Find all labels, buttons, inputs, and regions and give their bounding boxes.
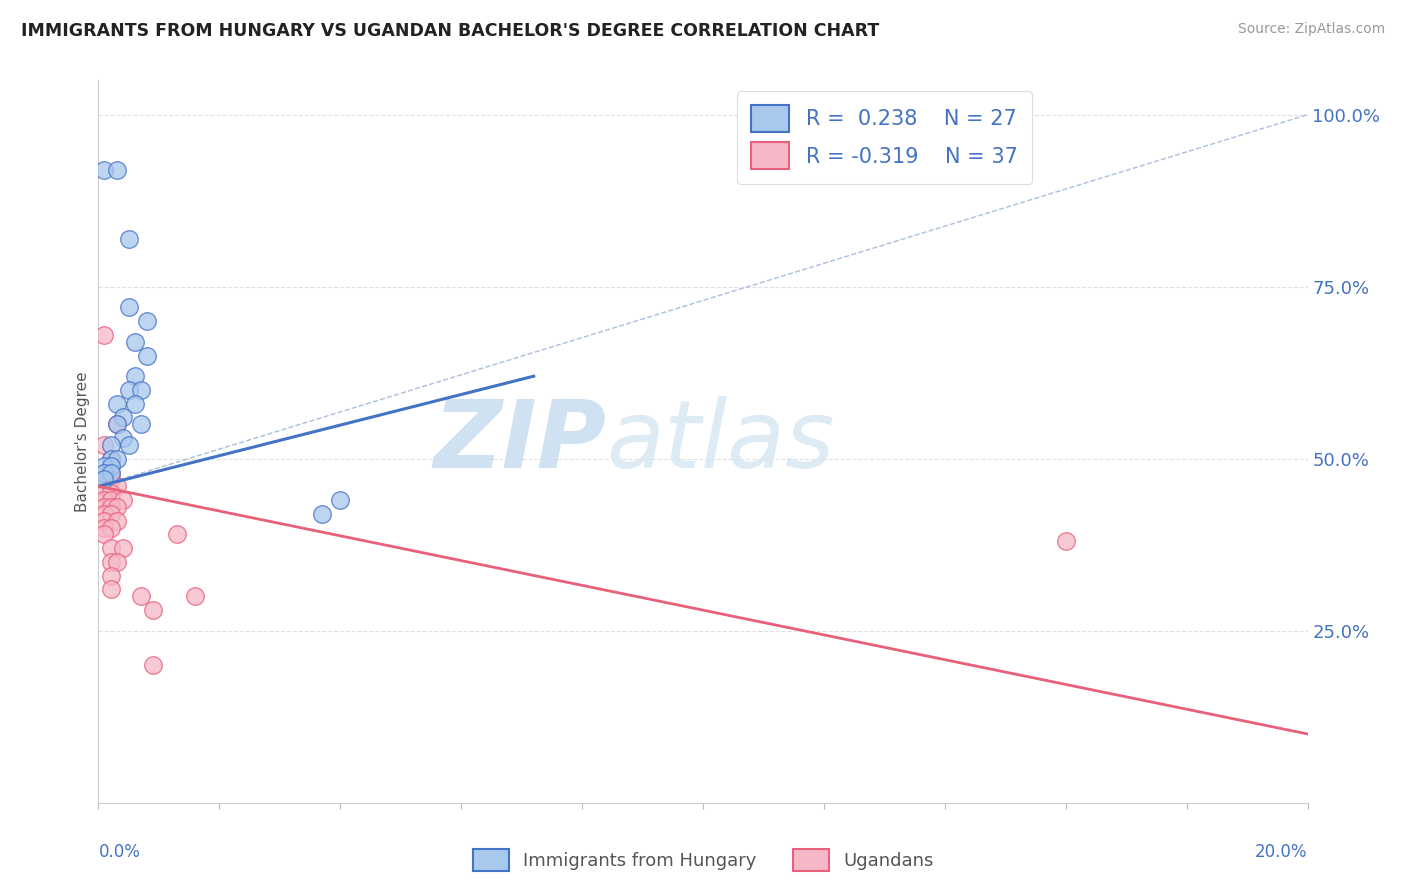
Point [100, 466, 122, 480]
Point [142, 658, 165, 673]
Point [118, 383, 141, 397]
Point [93, 514, 115, 528]
Point [118, 231, 141, 245]
Point [100, 520, 122, 534]
Point [93, 466, 115, 480]
Point [100, 458, 122, 473]
Point [105, 417, 128, 432]
Text: 0.0%: 0.0% [98, 843, 141, 861]
Point [100, 541, 122, 556]
Point [93, 438, 115, 452]
Y-axis label: Bachelor's Degree: Bachelor's Degree [75, 371, 90, 512]
Point [100, 438, 122, 452]
Point [105, 479, 128, 493]
Point [100, 466, 122, 480]
Point [93, 466, 115, 480]
Point [105, 500, 128, 514]
Legend: R =  0.238    N = 27, R = -0.319    N = 37: R = 0.238 N = 27, R = -0.319 N = 37 [737, 91, 1032, 184]
Point [105, 555, 128, 569]
Point [129, 383, 152, 397]
Point [111, 410, 134, 425]
Point [184, 590, 207, 604]
Point [93, 479, 115, 493]
Point [93, 493, 115, 508]
Point [100, 500, 122, 514]
Point [105, 451, 128, 466]
Point [135, 349, 157, 363]
Point [142, 603, 165, 617]
Text: Source: ZipAtlas.com: Source: ZipAtlas.com [1237, 22, 1385, 37]
Point [93, 486, 115, 500]
Point [100, 472, 122, 486]
Point [100, 582, 122, 597]
Text: atlas: atlas [606, 396, 835, 487]
Point [93, 472, 115, 486]
Point [100, 486, 122, 500]
Point [93, 327, 115, 342]
Point [166, 527, 188, 541]
Point [93, 520, 115, 534]
Point [129, 590, 152, 604]
Point [124, 369, 146, 384]
Point [129, 417, 152, 432]
Point [118, 301, 141, 315]
Text: 20.0%: 20.0% [1256, 843, 1308, 861]
Point [93, 162, 115, 177]
Text: IMMIGRANTS FROM HUNGARY VS UGANDAN BACHELOR'S DEGREE CORRELATION CHART: IMMIGRANTS FROM HUNGARY VS UGANDAN BACHE… [21, 22, 879, 40]
Point [100, 555, 122, 569]
Point [93, 527, 115, 541]
Legend: Immigrants from Hungary, Ugandans: Immigrants from Hungary, Ugandans [465, 842, 941, 879]
Point [105, 417, 128, 432]
Point [311, 507, 333, 521]
Point [329, 493, 352, 508]
Point [124, 334, 146, 349]
Point [93, 507, 115, 521]
Point [100, 451, 122, 466]
Point [111, 493, 134, 508]
Point [100, 507, 122, 521]
Point [105, 514, 128, 528]
Point [111, 541, 134, 556]
Point [118, 438, 141, 452]
Point [100, 451, 122, 466]
Point [105, 162, 128, 177]
Point [100, 493, 122, 508]
Point [100, 568, 122, 582]
Point [1054, 534, 1077, 549]
Point [93, 458, 115, 473]
Point [93, 500, 115, 514]
Point [135, 314, 157, 328]
Point [105, 397, 128, 411]
Point [124, 397, 146, 411]
Point [111, 431, 134, 445]
Point [93, 472, 115, 486]
Text: ZIP: ZIP [433, 395, 606, 488]
